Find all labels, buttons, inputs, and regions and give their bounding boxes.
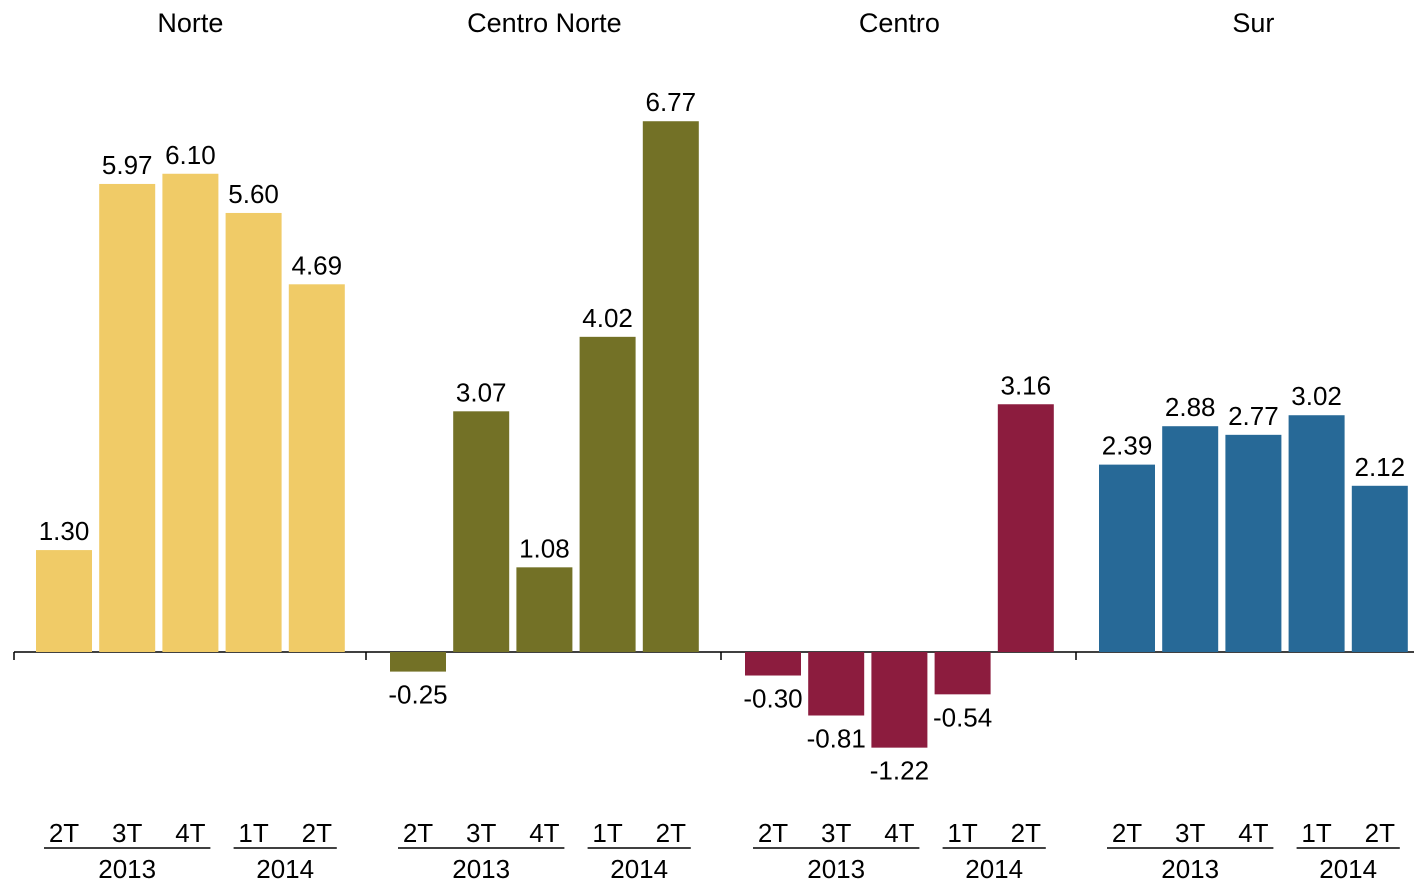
quarter-label-2-1: 3T <box>821 818 851 848</box>
bar-1-2 <box>516 567 573 652</box>
data-label-1-3: 4.02 <box>582 303 633 333</box>
year-label-3-1: 2014 <box>1319 854 1377 884</box>
bar-0-2 <box>162 173 219 652</box>
data-label-3-1: 2.88 <box>1165 392 1216 422</box>
quarter-label-2-2: 4T <box>884 818 914 848</box>
data-label-1-1: 3.07 <box>456 377 507 407</box>
data-label-0-1: 5.97 <box>102 150 153 180</box>
year-label-1-0: 2013 <box>452 854 510 884</box>
data-label-1-0: -0.25 <box>388 680 447 710</box>
year-label-2-0: 2013 <box>807 854 865 884</box>
quarter-label-0-2: 4T <box>175 818 205 848</box>
data-label-2-1: -0.81 <box>807 724 866 754</box>
quarter-label-2-0: 2T <box>758 818 788 848</box>
quarter-label-1-2: 4T <box>529 818 559 848</box>
bar-2-0 <box>745 652 801 676</box>
year-label-0-0: 2013 <box>98 854 156 884</box>
quarter-label-3-1: 3T <box>1175 818 1205 848</box>
data-label-1-2: 1.08 <box>519 533 570 563</box>
data-label-3-3: 3.02 <box>1291 381 1342 411</box>
quarter-label-0-1: 3T <box>112 818 142 848</box>
data-label-0-2: 6.10 <box>165 140 216 170</box>
data-label-1-4: 6.77 <box>645 87 696 117</box>
quarter-label-2-4: 2T <box>1011 818 1041 848</box>
year-label-2-1: 2014 <box>965 854 1023 884</box>
bar-3-2 <box>1225 434 1282 652</box>
quarter-label-3-2: 4T <box>1238 818 1268 848</box>
bar-1-1 <box>453 411 510 652</box>
quarter-label-1-0: 2T <box>403 818 433 848</box>
year-label-1-1: 2014 <box>610 854 668 884</box>
quarter-label-2-3: 1T <box>947 818 977 848</box>
bar-3-0 <box>1099 464 1155 652</box>
year-label-0-1: 2014 <box>256 854 314 884</box>
year-label-3-0: 2013 <box>1161 854 1219 884</box>
bar-0-4 <box>288 284 345 652</box>
bar-2-3 <box>934 652 991 695</box>
bar-0-0 <box>36 550 92 652</box>
labels-layer: Norte 1.30 5.97 6.10 5.60 4.69 2T 3T 4T 1T 2T 2013 2… <box>39 8 1405 884</box>
bar-2-4 <box>997 404 1054 652</box>
data-label-3-4: 2.12 <box>1354 452 1405 482</box>
panel-title-2: Centro <box>859 8 940 38</box>
bar-0-1 <box>99 183 156 652</box>
data-label-2-3: -0.54 <box>933 702 992 732</box>
quarter-label-0-0: 2T <box>49 818 79 848</box>
quarter-label-1-3: 1T <box>592 818 622 848</box>
bar-3-4 <box>1351 485 1408 652</box>
panel-title-3: Sur <box>1232 8 1274 38</box>
bar-3-3 <box>1288 415 1345 652</box>
bar-1-0 <box>390 652 446 672</box>
bar-1-3 <box>579 336 636 652</box>
axis-layer <box>13 651 1414 660</box>
data-label-3-0: 2.39 <box>1102 431 1153 461</box>
panel-title-0: Norte <box>157 8 223 38</box>
quarter-label-1-1: 3T <box>466 818 496 848</box>
quarter-label-0-4: 2T <box>302 818 332 848</box>
bar-2-2 <box>871 652 928 748</box>
panel-title-1: Centro Norte <box>467 8 622 38</box>
data-label-3-2: 2.77 <box>1228 401 1279 431</box>
data-label-2-4: 3.16 <box>1000 370 1051 400</box>
data-label-2-0: -0.30 <box>743 684 802 714</box>
quarter-label-3-3: 1T <box>1301 818 1331 848</box>
quarter-label-3-0: 2T <box>1112 818 1142 848</box>
bar-3-1 <box>1162 426 1219 652</box>
bar-1-4 <box>642 121 699 653</box>
bars-layer <box>36 121 1408 748</box>
data-label-0-3: 5.60 <box>228 179 279 209</box>
quarter-label-0-3: 1T <box>238 818 268 848</box>
quarter-label-1-4: 2T <box>656 818 686 848</box>
data-label-0-4: 4.69 <box>291 250 342 280</box>
quarter-label-3-4: 2T <box>1365 818 1395 848</box>
bar-0-3 <box>225 212 282 652</box>
data-label-2-2: -1.22 <box>870 756 929 786</box>
data-label-0-0: 1.30 <box>39 516 90 546</box>
bar-2-1 <box>808 652 865 716</box>
